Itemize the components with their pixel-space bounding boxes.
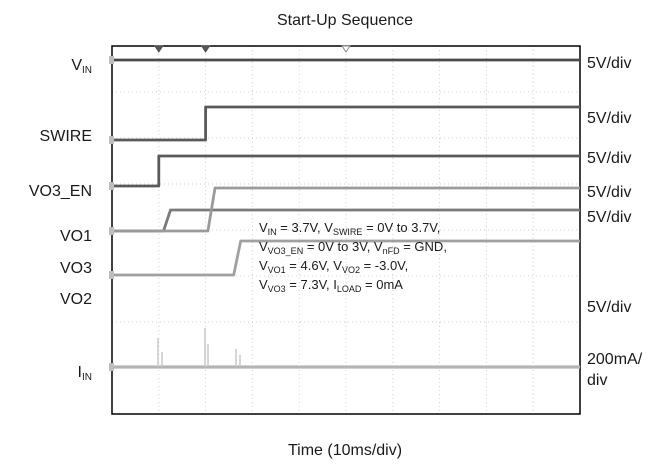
channel-label-vo1: VO1 [60, 228, 92, 245]
channel-label-i: IIN [78, 364, 92, 383]
ground-marker [109, 271, 114, 279]
annotation-line: VVO3 = 7.3V, ILOAD = 0mA [259, 277, 403, 294]
scale-label: 5V/div [587, 150, 631, 167]
channel-labels: VIN SWIRE VO3_EN VO1 VO3 VO2 IIN [29, 57, 92, 383]
scale-label: 5V/div [587, 55, 631, 72]
trace-vo2 [112, 239, 580, 277]
channel-label-vo3: VO3 [60, 260, 92, 277]
channel-label-vo3-en: VO3_EN [29, 183, 92, 200]
ground-marker [109, 136, 114, 144]
settings-annotation: VIN = 3.7V, VSWIRE = 0V to 3.7V, VVO3_EN … [259, 220, 447, 294]
scale-label: 5V/div [587, 110, 631, 127]
channel-label-swire: SWIRE [40, 128, 92, 145]
trace-group [109, 56, 580, 371]
trigger-marker [341, 45, 351, 53]
scale-label-line2: div [587, 372, 607, 389]
trigger-marker [200, 45, 211, 53]
ground-marker [109, 363, 114, 371]
trace-swire [112, 105, 580, 142]
ground-marker [109, 56, 114, 64]
channel-label-v: VIN [71, 57, 92, 76]
annotation-line: VIN = 3.7V, VSWIRE = 0V to 3.7V, [259, 220, 440, 237]
scale-label: 200mA/ [587, 351, 643, 368]
scale-label: 5V/div [587, 209, 631, 226]
channel-label-vo2: VO2 [60, 291, 92, 308]
ground-marker [109, 182, 114, 190]
scale-label: 5V/div [587, 299, 631, 316]
trace-vo3-en [112, 154, 580, 188]
trace-vo3 [112, 186, 580, 233]
annotation-line: VVO1 = 4.6V, VVO2 = -3.0V, [259, 258, 408, 275]
annotation-line: VVO3_EN = 0V to 3V, VnFD = GND, [259, 239, 447, 256]
scale-label: 5V/div [587, 184, 631, 201]
x-axis-label: Time (10ms/div) [288, 442, 402, 459]
trigger-marker [153, 45, 164, 53]
chart-title: Start-Up Sequence [277, 12, 413, 29]
ground-marker [109, 227, 114, 235]
scale-labels: 5V/div 5V/div 5V/div 5V/div 5V/div 5V/div 200m… [587, 55, 643, 389]
